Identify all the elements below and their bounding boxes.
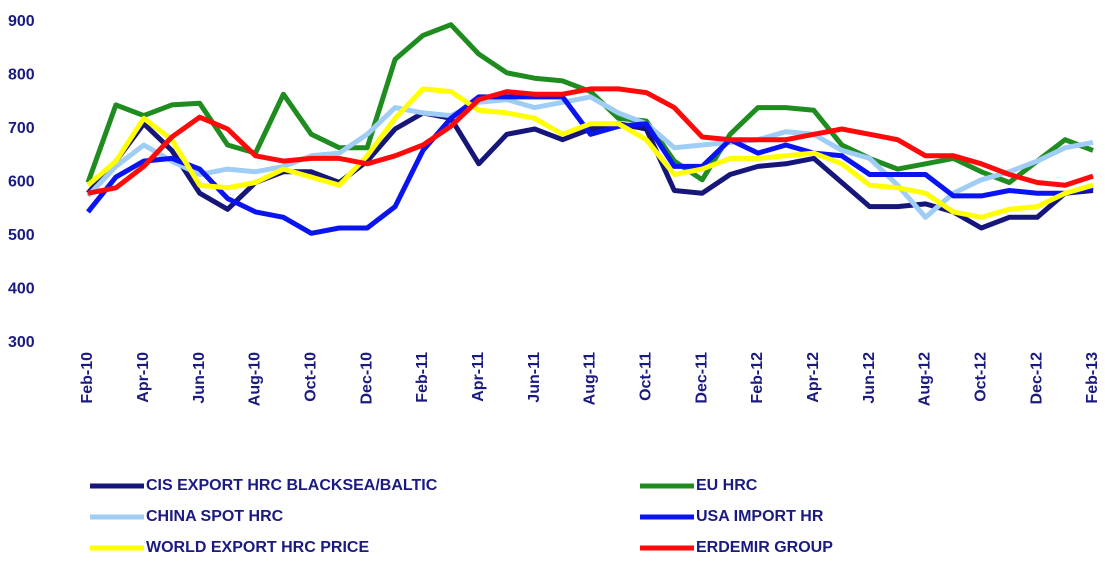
x-tick-label: Oct-12 — [973, 352, 990, 402]
y-tick-label: 800 — [8, 67, 35, 84]
x-tick-label: Feb-13 — [1084, 352, 1101, 404]
x-tick-label: Oct-11 — [638, 352, 655, 401]
x-tick-label: Feb-12 — [749, 352, 766, 404]
series-line — [86, 86, 1094, 220]
x-tick-label: Jun-12 — [861, 352, 878, 404]
x-tick-label: Aug-10 — [247, 352, 264, 406]
y-tick-label: 400 — [8, 281, 35, 298]
x-tick-label: Feb-10 — [79, 352, 96, 404]
x-tick-label: Dec-12 — [1028, 352, 1045, 405]
x-tick-label: Apr-10 — [135, 352, 152, 403]
x-tick-label: Feb-11 — [414, 352, 431, 403]
y-tick-label: 900 — [8, 13, 35, 30]
legend-label: CIS EXPORT HRC BLACKSEA/BALTIC — [146, 477, 438, 494]
series-line — [87, 86, 1094, 196]
x-tick-label: Oct-10 — [303, 352, 320, 402]
x-tick-label: Dec-11 — [693, 352, 710, 404]
y-tick-label: 700 — [8, 120, 35, 137]
x-tick-label: Aug-12 — [917, 352, 934, 406]
legend-label: WORLD EXPORT HRC PRICE — [146, 539, 369, 556]
legend-label: CHINA SPOT HRC — [146, 508, 284, 525]
series-line — [85, 22, 1094, 185]
legend-label: USA IMPORT HR — [696, 508, 824, 525]
x-tick-label: Jun-11 — [526, 352, 543, 403]
x-tick-label: Apr-11 — [470, 352, 487, 402]
x-tick-label: Jun-10 — [191, 352, 208, 404]
y-tick-label: 600 — [8, 174, 35, 191]
x-tick-label: Apr-12 — [805, 352, 822, 403]
y-tick-label: 300 — [8, 334, 35, 351]
x-tick-label: Dec-10 — [358, 352, 375, 405]
y-tick-label: 500 — [8, 227, 35, 244]
legend-label: ERDEMIR GROUP — [696, 539, 833, 556]
series-line — [86, 94, 1094, 220]
x-tick-label: Aug-11 — [582, 352, 599, 405]
legend-label: EU HRC — [696, 477, 758, 494]
series-line — [86, 94, 1094, 236]
